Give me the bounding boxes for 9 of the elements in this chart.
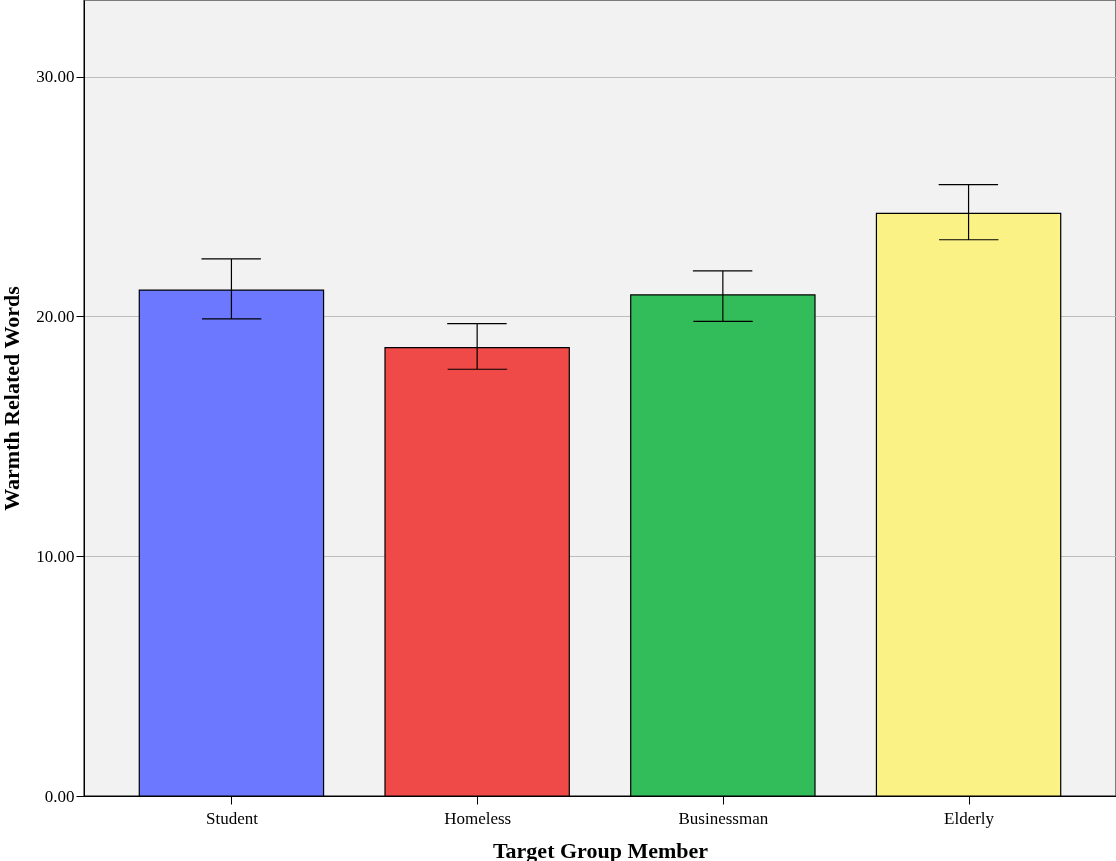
x-tick-label: Student [205,808,259,828]
x-tick-label: Businessman [678,808,769,828]
y-tick-label: 0.00 [44,786,75,806]
y-tick-label: 30.00 [36,67,75,87]
x-tick-label: Homeless [444,808,512,828]
y-axis-title: Warmth Related Words [0,285,25,511]
y-tick-label: 20.00 [36,306,75,326]
y-tick-label: 10.00 [36,546,75,566]
x-tick-label: Elderly [944,808,995,828]
